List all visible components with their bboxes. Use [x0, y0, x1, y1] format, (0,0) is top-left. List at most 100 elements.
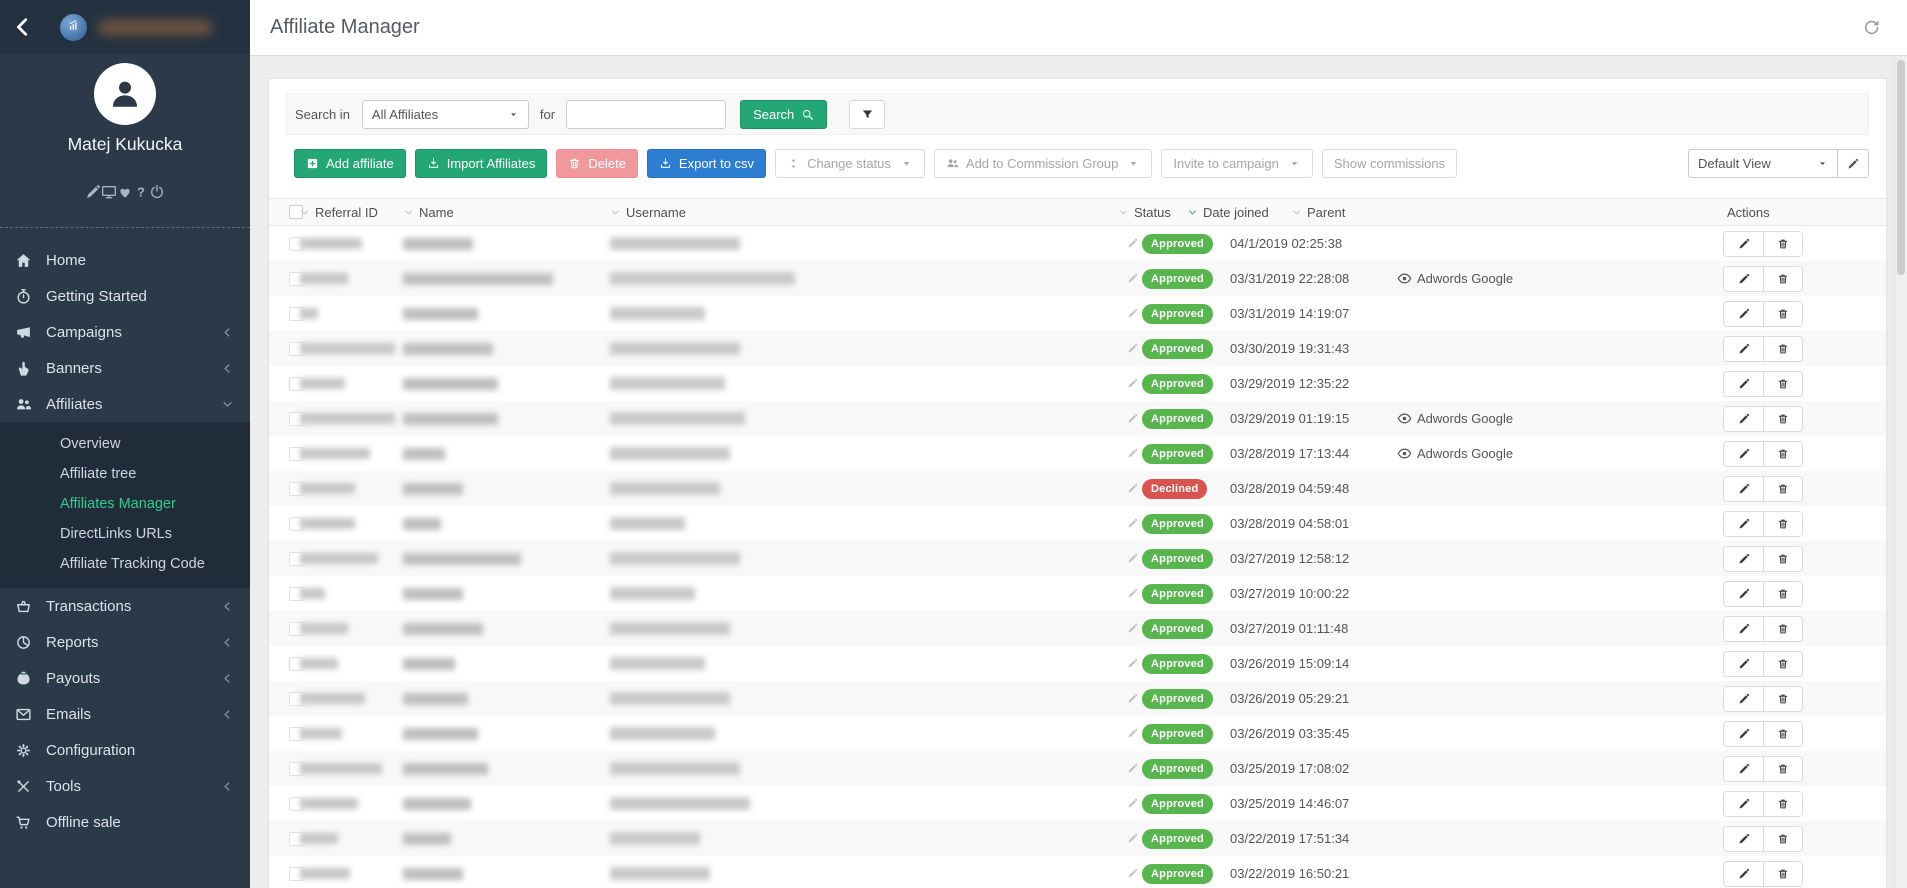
pencil-icon[interactable] — [1127, 308, 1138, 319]
toolbar-show-commissions-button[interactable]: Show commissions — [1321, 149, 1458, 178]
sidebar-item-configuration[interactable]: Configuration — [0, 732, 250, 768]
sidebar-item-tools[interactable]: Tools — [0, 768, 250, 804]
heartbeat-icon[interactable] — [117, 184, 133, 200]
sidebar-item-getting-started[interactable]: Getting Started — [0, 278, 250, 314]
sidebar-item-banners[interactable]: Banners — [0, 350, 250, 386]
row-edit-button[interactable] — [1724, 406, 1763, 431]
pencil-icon[interactable] — [1127, 238, 1138, 249]
refresh-icon[interactable] — [1862, 18, 1881, 37]
row-edit-button[interactable] — [1724, 511, 1763, 536]
pencil-icon[interactable] — [1127, 658, 1138, 669]
edit-view-button[interactable] — [1838, 149, 1869, 178]
row-edit-button[interactable] — [1724, 371, 1763, 396]
pencil-icon[interactable] — [1127, 763, 1138, 774]
column-header-username[interactable]: Username — [610, 199, 686, 225]
row-delete-button[interactable] — [1763, 231, 1802, 256]
row-edit-button[interactable] — [1724, 616, 1763, 641]
column-header-name[interactable]: Name — [403, 199, 454, 225]
sidebar-item-payouts[interactable]: Payouts — [0, 660, 250, 696]
search-scope-select[interactable]: All Affiliates — [361, 99, 529, 129]
search-query-input[interactable] — [566, 99, 727, 129]
row-edit-button[interactable] — [1724, 826, 1763, 851]
scrollbar-thumb[interactable] — [1897, 60, 1905, 275]
sidebar-item-transactions[interactable]: Transactions — [0, 588, 250, 624]
view-select[interactable]: Default View — [1688, 149, 1838, 178]
column-header-referral-id[interactable]: Referral ID — [299, 199, 378, 225]
pencil-icon[interactable] — [1127, 553, 1138, 564]
row-delete-button[interactable] — [1763, 301, 1802, 326]
toolbar-import-affiliates-button[interactable]: Import Affiliates — [414, 149, 548, 178]
pencil-icon[interactable] — [1127, 518, 1138, 529]
sidebar-subitem-affiliate-tracking-code[interactable]: Affiliate Tracking Code — [60, 556, 205, 572]
row-edit-button[interactable] — [1724, 546, 1763, 571]
row-delete-button[interactable] — [1763, 406, 1802, 431]
row-edit-button[interactable] — [1724, 791, 1763, 816]
pencil-icon[interactable] — [1127, 413, 1138, 424]
pencil-icon[interactable] — [1127, 868, 1138, 879]
row-delete-button[interactable] — [1763, 721, 1802, 746]
row-delete-button[interactable] — [1763, 826, 1802, 851]
row-delete-button[interactable] — [1763, 371, 1802, 396]
pencil-icon[interactable] — [1127, 273, 1138, 284]
toolbar-add-to-commission-group-button[interactable]: Add to Commission Group — [933, 149, 1153, 178]
toolbar-change-status-button[interactable]: Change status — [775, 149, 925, 178]
toolbar-delete-button[interactable]: Delete — [556, 149, 638, 178]
row-edit-button[interactable] — [1724, 266, 1763, 291]
row-delete-button[interactable] — [1763, 336, 1802, 361]
pencil-icon[interactable] — [1127, 378, 1138, 389]
sidebar-item-offline-sale[interactable]: Offline sale — [0, 804, 250, 840]
pencil-icon[interactable] — [1127, 833, 1138, 844]
column-header-date-joined[interactable]: Date joined — [1187, 199, 1269, 225]
row-edit-button[interactable] — [1724, 476, 1763, 501]
row-edit-button[interactable] — [1724, 231, 1763, 256]
toolbar-invite-to-campaign-button[interactable]: Invite to campaign — [1161, 149, 1313, 178]
row-edit-button[interactable] — [1724, 336, 1763, 361]
sidebar-subitem-affiliate-tree[interactable]: Affiliate tree — [60, 466, 137, 482]
row-edit-button[interactable] — [1724, 721, 1763, 746]
sidebar-collapse-button[interactable] — [12, 16, 34, 38]
pencil-icon[interactable] — [1127, 448, 1138, 459]
sidebar-item-campaigns[interactable]: Campaigns — [0, 314, 250, 350]
pencil-icon[interactable] — [85, 184, 101, 200]
row-delete-button[interactable] — [1763, 266, 1802, 291]
monitor-icon[interactable] — [101, 184, 117, 200]
row-delete-button[interactable] — [1763, 686, 1802, 711]
row-edit-button[interactable] — [1724, 861, 1763, 886]
sidebar-subitem-affiliates-manager[interactable]: Affiliates Manager — [60, 496, 176, 512]
row-delete-button[interactable] — [1763, 616, 1802, 641]
row-delete-button[interactable] — [1763, 791, 1802, 816]
pencil-icon[interactable] — [1127, 798, 1138, 809]
sidebar-item-emails[interactable]: Emails — [0, 696, 250, 732]
column-header-parent[interactable]: Parent — [1291, 199, 1345, 225]
search-button[interactable]: Search — [740, 99, 828, 129]
pencil-icon[interactable] — [1127, 588, 1138, 599]
toolbar-export-to-csv-button[interactable]: Export to csv — [646, 149, 767, 178]
row-edit-button[interactable] — [1724, 441, 1763, 466]
row-delete-button[interactable] — [1763, 756, 1802, 781]
sidebar-subitem-directlinks-urls[interactable]: DirectLinks URLs — [60, 526, 172, 542]
toolbar-add-affiliate-button[interactable]: Add affiliate — [294, 149, 406, 178]
sidebar-item-reports[interactable]: Reports — [0, 624, 250, 660]
row-delete-button[interactable] — [1763, 476, 1802, 501]
sidebar-item-home[interactable]: Home — [0, 242, 250, 278]
row-edit-button[interactable] — [1724, 686, 1763, 711]
filter-button[interactable] — [849, 99, 886, 129]
row-edit-button[interactable] — [1724, 301, 1763, 326]
row-delete-button[interactable] — [1763, 441, 1802, 466]
pencil-icon[interactable] — [1127, 728, 1138, 739]
row-edit-button[interactable] — [1724, 581, 1763, 606]
row-delete-button[interactable] — [1763, 581, 1802, 606]
row-delete-button[interactable] — [1763, 546, 1802, 571]
sidebar-item-affiliates[interactable]: Affiliates — [0, 386, 250, 422]
row-edit-button[interactable] — [1724, 651, 1763, 676]
pencil-icon[interactable] — [1127, 483, 1138, 494]
question-icon[interactable]: ? — [133, 184, 149, 200]
row-delete-button[interactable] — [1763, 861, 1802, 886]
sidebar-subitem-overview[interactable]: Overview — [60, 436, 121, 452]
row-edit-button[interactable] — [1724, 756, 1763, 781]
pencil-icon[interactable] — [1127, 623, 1138, 634]
power-icon[interactable] — [149, 184, 165, 200]
pencil-icon[interactable] — [1127, 343, 1138, 354]
row-delete-button[interactable] — [1763, 651, 1802, 676]
column-header-status[interactable]: Status — [1118, 199, 1171, 225]
